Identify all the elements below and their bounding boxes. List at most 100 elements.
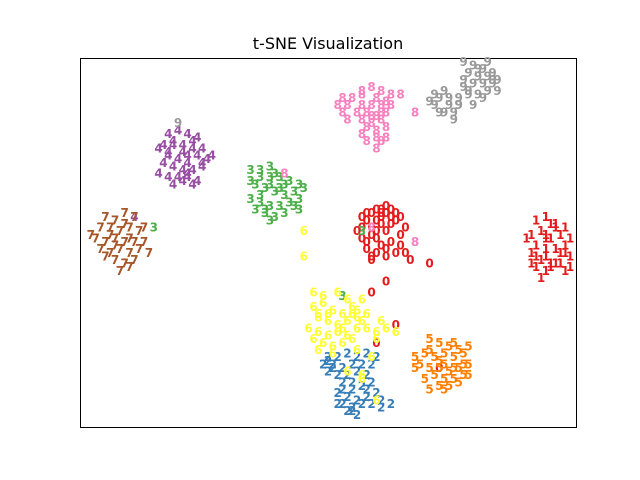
point-digit-7: 7 — [116, 242, 124, 256]
point-digit-4: 4 — [193, 149, 201, 163]
point-digit-7: 7 — [106, 246, 114, 260]
point-digit-0: 0 — [372, 231, 380, 245]
point-digit-3: 3 — [266, 170, 274, 184]
point-digit-6: 6 — [353, 311, 361, 325]
point-digit-6: 6 — [324, 307, 332, 321]
point-digit-7: 7 — [121, 257, 129, 271]
point-digit-8: 8 — [338, 91, 346, 105]
point-digit-4: 4 — [169, 134, 177, 148]
point-digit-3: 3 — [285, 195, 293, 209]
point-digit-9: 9 — [455, 91, 463, 105]
point-digit-0: 0 — [367, 206, 375, 220]
point-digit-7: 7 — [125, 260, 133, 274]
point-digit-7: 7 — [111, 253, 119, 267]
point-digit-7: 7 — [140, 221, 148, 235]
point-digit-2: 2 — [372, 350, 380, 364]
point-digit-0: 0 — [401, 246, 409, 260]
point-digit-3: 3 — [358, 224, 366, 238]
point-digit-4: 4 — [198, 156, 206, 170]
point-digit-2: 2 — [372, 386, 380, 400]
point-digit-0: 0 — [363, 213, 371, 227]
point-digit-4: 4 — [183, 127, 191, 141]
point-digit-4: 4 — [164, 170, 172, 184]
point-digit-1: 1 — [532, 260, 540, 274]
point-digit-3: 3 — [246, 174, 254, 188]
point-digit-1: 1 — [542, 264, 550, 278]
point-digit-9: 9 — [459, 55, 467, 69]
point-digit-7: 7 — [106, 228, 114, 242]
point-digit-4: 4 — [179, 145, 187, 159]
point-digit-3: 3 — [275, 199, 283, 213]
point-digit-1: 1 — [551, 217, 559, 231]
point-digit-2: 2 — [338, 375, 346, 389]
point-digit-7: 7 — [116, 224, 124, 238]
point-digit-1: 1 — [556, 246, 564, 260]
point-digit-0: 0 — [387, 217, 395, 231]
point-digit-5: 5 — [464, 368, 472, 382]
point-digit-4: 4 — [159, 156, 167, 170]
point-digit-3: 3 — [266, 177, 274, 191]
point-digit-4: 4 — [179, 174, 187, 188]
point-digit-4: 4 — [188, 134, 196, 148]
point-digit-8: 8 — [363, 120, 371, 134]
point-digit-3: 3 — [256, 163, 264, 177]
point-digit-8: 8 — [358, 87, 366, 101]
point-digit-2: 2 — [363, 390, 371, 404]
point-digit-8: 8 — [367, 80, 375, 94]
point-digit-4: 4 — [154, 167, 162, 181]
point-digit-8: 8 — [367, 98, 375, 112]
point-digit-0: 0 — [377, 210, 385, 224]
point-digit-0: 0 — [367, 285, 375, 299]
point-digit-0: 0 — [435, 361, 443, 375]
point-digit-5: 5 — [435, 336, 443, 350]
point-digit-2: 2 — [358, 357, 366, 371]
point-digit-3: 3 — [246, 163, 254, 177]
point-digit-0: 0 — [382, 224, 390, 238]
point-digit-0: 0 — [367, 253, 375, 267]
point-digit-8: 8 — [372, 91, 380, 105]
point-digit-2: 2 — [343, 404, 351, 418]
point-digit-6: 6 — [334, 285, 342, 299]
point-digit-9: 9 — [488, 77, 496, 91]
point-digit-7: 7 — [96, 242, 104, 256]
point-digit-6: 6 — [363, 307, 371, 321]
point-digit-6: 6 — [377, 314, 385, 328]
point-digit-5: 5 — [445, 339, 453, 353]
point-digit-7: 7 — [87, 228, 95, 242]
point-digit-5: 5 — [445, 379, 453, 393]
point-digit-0: 0 — [396, 210, 404, 224]
point-digit-2: 2 — [324, 365, 332, 379]
point-digit-8: 8 — [367, 109, 375, 123]
point-digit-5: 5 — [464, 357, 472, 371]
point-digit-9: 9 — [493, 73, 501, 87]
point-digit-9: 9 — [484, 69, 492, 83]
chart-title: t-SNE Visualization — [253, 34, 403, 53]
point-digit-7: 7 — [125, 221, 133, 235]
point-digit-1: 1 — [532, 213, 540, 227]
point-digit-7: 7 — [111, 239, 119, 253]
point-digit-1: 1 — [542, 242, 550, 256]
point-digit-6: 6 — [329, 347, 337, 361]
point-digit-6: 6 — [343, 365, 351, 379]
point-digit-4: 4 — [174, 123, 182, 137]
point-digit-8: 8 — [411, 235, 419, 249]
point-digit-0: 0 — [377, 239, 385, 253]
point-digit-6: 6 — [314, 325, 322, 339]
point-digit-2: 2 — [353, 393, 361, 407]
point-digit-6: 6 — [372, 325, 380, 339]
point-digit-7: 7 — [101, 249, 109, 263]
point-digit-8: 8 — [358, 127, 366, 141]
point-digit-2: 2 — [334, 386, 342, 400]
point-digit-0: 0 — [358, 221, 366, 235]
point-digit-0: 0 — [382, 242, 390, 256]
point-digit-6: 6 — [300, 249, 308, 263]
point-digit-6: 6 — [358, 368, 366, 382]
point-digit-7: 7 — [140, 235, 148, 249]
point-digit-2: 2 — [348, 383, 356, 397]
point-digit-2: 2 — [343, 390, 351, 404]
point-digit-6: 6 — [348, 307, 356, 321]
point-digit-0: 0 — [382, 206, 390, 220]
point-digit-9: 9 — [474, 62, 482, 76]
point-digit-4: 4 — [198, 159, 206, 173]
point-digit-9: 9 — [469, 77, 477, 91]
